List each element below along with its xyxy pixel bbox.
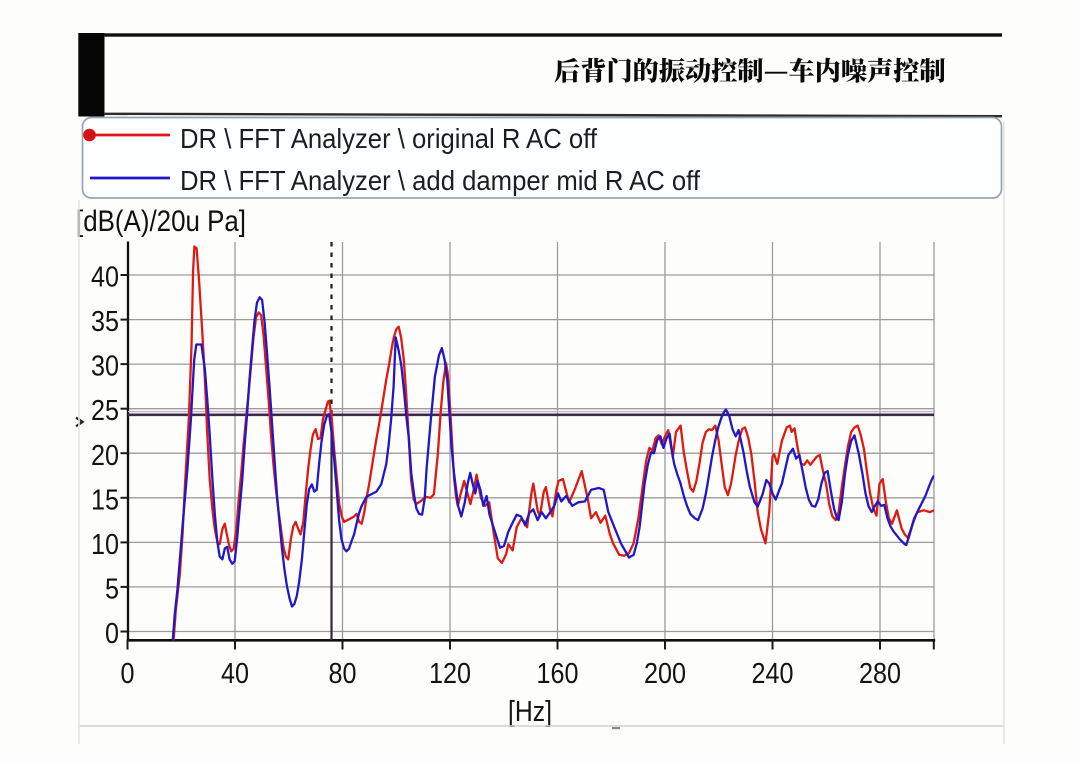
svg-text:35: 35: [91, 306, 119, 338]
svg-text:120: 120: [429, 658, 471, 690]
svg-text:30: 30: [91, 351, 119, 383]
svg-text:15: 15: [91, 484, 119, 516]
svg-text:10: 10: [91, 529, 119, 561]
svg-text:5: 5: [105, 573, 119, 605]
svg-text:280: 280: [859, 658, 901, 690]
svg-text:DR \ FFT Analyzer \ add damper: DR \ FFT Analyzer \ add damper mid R AC …: [180, 165, 700, 196]
svg-text:80: 80: [329, 658, 357, 690]
svg-text:0: 0: [121, 658, 135, 690]
svg-text:[dB(A)/20u Pa]: [dB(A)/20u Pa]: [76, 205, 246, 238]
svg-text:240: 240: [752, 658, 794, 690]
svg-text:40: 40: [221, 658, 249, 690]
svg-text:25: 25: [91, 395, 119, 427]
svg-text:40: 40: [91, 262, 119, 294]
svg-text:0: 0: [105, 618, 119, 650]
svg-text:20: 20: [91, 440, 119, 472]
svg-text:200: 200: [644, 658, 686, 690]
svg-text:DR \ FFT Analyzer \ original R: DR \ FFT Analyzer \ original R AC off: [180, 123, 597, 154]
svg-text:[Hz]: [Hz]: [508, 696, 552, 728]
svg-text:160: 160: [537, 658, 579, 690]
